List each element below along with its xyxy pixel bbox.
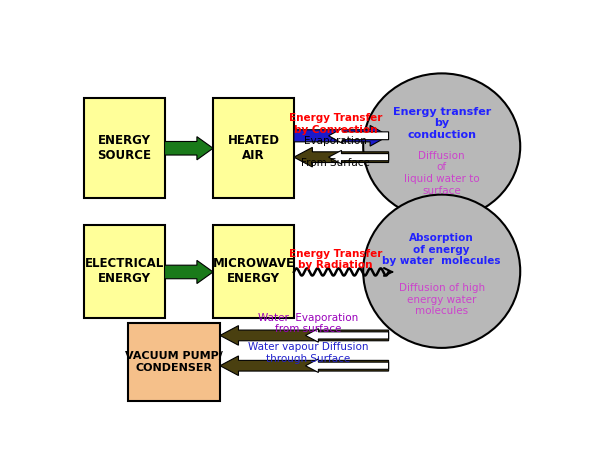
Text: From Surface: From Surface xyxy=(301,158,370,168)
Text: VACUUM PUMP/
CONDENSER: VACUUM PUMP/ CONDENSER xyxy=(125,351,223,373)
FancyBboxPatch shape xyxy=(213,225,294,318)
Text: Water  Evaporation
from surface: Water Evaporation from surface xyxy=(257,313,358,334)
Text: Water vapour Diffusion
through Surface: Water vapour Diffusion through Surface xyxy=(247,343,368,364)
Polygon shape xyxy=(305,329,389,342)
Text: Absorption
of energy
by water  molecules: Absorption of energy by water molecules xyxy=(383,233,501,267)
Text: MICROWAVE
ENERGY: MICROWAVE ENERGY xyxy=(213,257,294,285)
Text: Energy transfer
by
conduction: Energy transfer by conduction xyxy=(393,106,491,140)
Ellipse shape xyxy=(363,73,520,219)
Text: Diffusion of high
energy water
molecules: Diffusion of high energy water molecules xyxy=(399,283,485,316)
Text: Evaporation: Evaporation xyxy=(304,136,367,146)
Polygon shape xyxy=(220,325,389,345)
Polygon shape xyxy=(220,356,389,375)
Text: Diffusion
of
liquid water to
surface: Diffusion of liquid water to surface xyxy=(404,151,480,195)
Polygon shape xyxy=(164,137,213,160)
Ellipse shape xyxy=(363,194,520,348)
Text: Energy Transfer
by Radiation: Energy Transfer by Radiation xyxy=(289,249,382,270)
Polygon shape xyxy=(294,125,389,146)
FancyBboxPatch shape xyxy=(213,98,294,198)
FancyBboxPatch shape xyxy=(83,225,164,318)
Polygon shape xyxy=(328,128,389,143)
Polygon shape xyxy=(164,260,213,283)
Polygon shape xyxy=(294,147,389,167)
Text: Energy Transfer
by Convection: Energy Transfer by Convection xyxy=(289,113,382,135)
Polygon shape xyxy=(305,359,389,373)
Text: ELECTRICAL
ENERGY: ELECTRICAL ENERGY xyxy=(85,257,164,285)
FancyBboxPatch shape xyxy=(83,98,164,198)
Polygon shape xyxy=(328,150,389,164)
Text: ENERGY
SOURCE: ENERGY SOURCE xyxy=(97,134,151,162)
Text: HEATED
AIR: HEATED AIR xyxy=(228,134,280,162)
FancyBboxPatch shape xyxy=(128,323,220,401)
